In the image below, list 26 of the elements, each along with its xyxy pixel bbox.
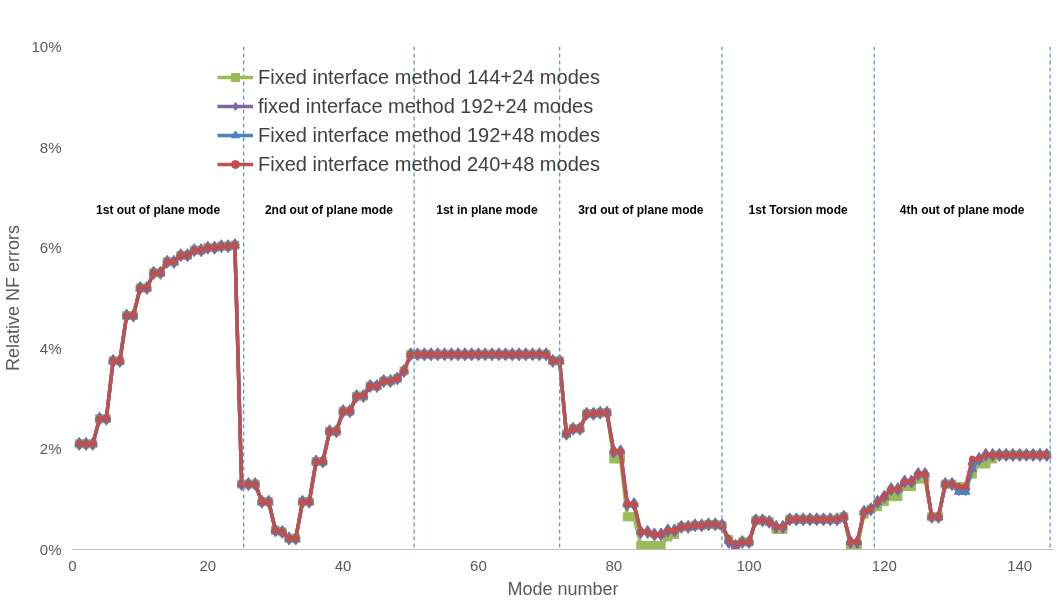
x-axis-title: Mode number: [507, 578, 619, 599]
y-axis-title: Relative NF errors: [3, 224, 24, 372]
legend-label: Fixed interface method 192+48 modes: [258, 122, 600, 148]
x-tick-label: 60: [470, 556, 487, 574]
legend-label: fixed interface method 192+24 modes: [258, 93, 594, 119]
y-tick-label: 8%: [39, 138, 62, 156]
annotation: 1st in plane mode: [436, 202, 538, 217]
y-tick-label: 6%: [39, 239, 62, 257]
annotation: 1st Torsion mode: [748, 202, 848, 217]
annotation: 1st out of plane mode: [96, 202, 221, 217]
legend-label: Fixed interface method 240+48 modes: [258, 151, 600, 177]
x-tick-label: 120: [871, 556, 897, 574]
x-tick-label: 0: [68, 556, 77, 574]
x-tick-label: 140: [1007, 556, 1033, 574]
y-tick-label: 4%: [39, 339, 62, 357]
legend-label: Fixed interface method 144+24 modes: [258, 64, 600, 90]
x-tick-label: 80: [605, 556, 623, 574]
annotation: 4th out of plane mode: [899, 202, 1025, 217]
x-tick-label: 20: [199, 556, 217, 574]
x-tick-label: 40: [334, 556, 352, 574]
x-tick-label: 100: [736, 556, 762, 574]
y-tick-label: 0%: [39, 541, 62, 558]
annotation: 2nd out of plane mode: [264, 202, 394, 217]
y-tick-label: 10%: [31, 38, 62, 55]
y-tick-label: 2%: [39, 440, 62, 458]
annotation: 3rd out of plane mode: [578, 202, 704, 217]
